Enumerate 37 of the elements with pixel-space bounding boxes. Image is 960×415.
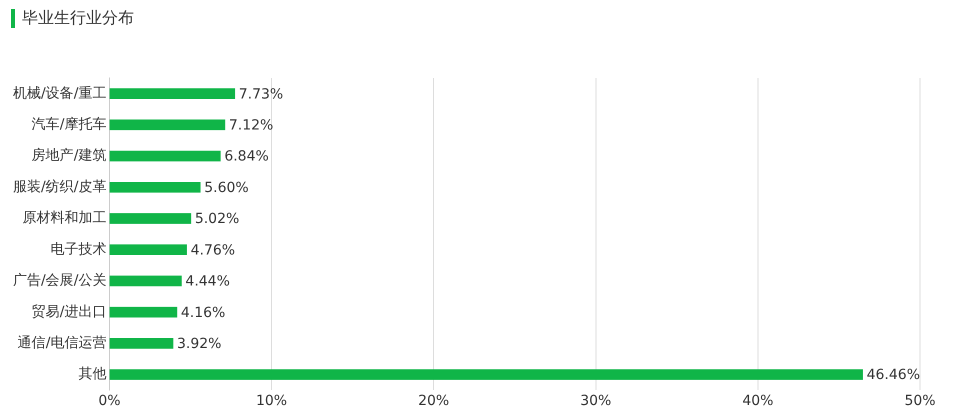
y-tick-label: 机械/设备/重工	[12, 85, 106, 102]
y-tick-label: 通信/电信运营	[18, 335, 106, 352]
y-tick-label: 其他	[78, 366, 106, 382]
data-label: 6.84%	[224, 148, 269, 165]
y-tick-label: 电子技术	[50, 241, 106, 258]
x-tick-label: 20%	[418, 393, 450, 410]
data-label: 5.60%	[204, 180, 249, 196]
x-tick-label: 40%	[742, 393, 774, 410]
bar	[110, 338, 174, 349]
data-label: 7.73%	[238, 86, 284, 102]
bar	[110, 244, 187, 256]
data-label: 4.16%	[180, 304, 226, 321]
data-label: 46.46%	[866, 367, 920, 384]
bar	[110, 150, 221, 162]
y-tick-label: 服装/纺织/皮革	[12, 178, 106, 195]
data-label: 7.12%	[228, 117, 274, 134]
x-tick-label: 30%	[580, 393, 612, 410]
x-tick-label: 10%	[256, 393, 288, 410]
data-label: 4.44%	[185, 274, 230, 290]
x-tick-label: 0%	[98, 393, 121, 410]
y-tick-label: 原材料和加工	[22, 210, 106, 226]
y-tick-label: 汽车/摩托车	[32, 116, 106, 132]
bar	[110, 369, 863, 380]
y-tick-label: 贸易/进出口	[32, 304, 106, 320]
bar	[110, 306, 178, 318]
bar	[110, 88, 236, 99]
y-tick-label: 房地产/建筑	[32, 148, 106, 164]
data-label: 3.92%	[176, 336, 222, 352]
chart-title: 毕业生行业分布	[22, 8, 134, 28]
bar	[110, 182, 201, 193]
y-tick-label: 广告/会展/公关	[12, 272, 106, 289]
bar	[110, 213, 192, 224]
data-label: 4.76%	[190, 242, 236, 258]
data-label: 5.02%	[194, 211, 240, 228]
bar	[110, 276, 182, 286]
x-tick-label: 50%	[904, 393, 936, 410]
bar	[110, 120, 226, 130]
